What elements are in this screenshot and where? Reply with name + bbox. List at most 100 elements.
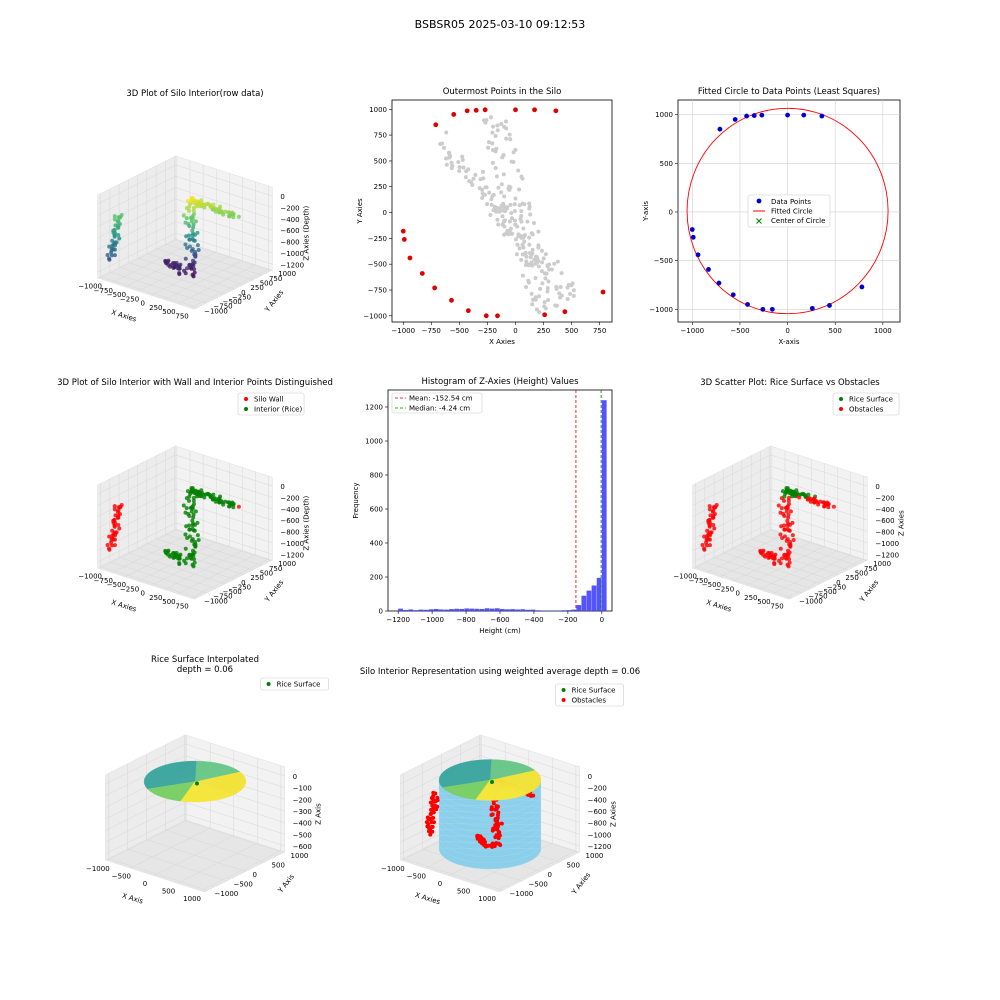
obstacle-point xyxy=(494,804,499,809)
y-tick-label: 200 xyxy=(370,574,383,582)
y-tick-label: 500 xyxy=(260,570,273,578)
interior-point xyxy=(438,142,443,147)
interior-point xyxy=(486,140,491,145)
plot-title: Rice Surface Interpolated xyxy=(151,655,259,665)
scatter-point xyxy=(185,245,190,250)
interior-point xyxy=(442,145,447,150)
scatter-point xyxy=(187,498,192,503)
rice-surface-point xyxy=(195,781,199,786)
legend-box xyxy=(260,677,329,691)
scatter-point xyxy=(187,224,192,229)
y-tick-label: 0 xyxy=(383,209,387,217)
interior-point xyxy=(554,285,559,290)
z-tick-label: −600 xyxy=(588,808,607,816)
scatter-point xyxy=(707,543,712,548)
legend-label: Rice Surface xyxy=(849,396,893,404)
data-point xyxy=(730,292,736,298)
z-tick-label: −600 xyxy=(875,517,894,525)
scatter-point xyxy=(183,546,188,551)
legend: Mean: -152.54 cm Median: -4.24 cm xyxy=(391,392,483,414)
scatter-point xyxy=(700,542,705,547)
scatter-point xyxy=(236,504,241,509)
histogram-bar xyxy=(540,610,546,611)
histogram-bar xyxy=(550,610,556,611)
silo-wall-ring xyxy=(438,835,542,857)
interior-point xyxy=(487,190,492,195)
scatter-point xyxy=(193,254,198,259)
scatter-point xyxy=(185,199,190,204)
outer-point xyxy=(542,312,548,318)
y-tick-label: −1000 xyxy=(510,890,534,898)
y-axis-label: Y Axis xyxy=(276,873,296,896)
scatter-point xyxy=(181,213,186,218)
interior-point xyxy=(524,254,529,259)
scatter-point xyxy=(183,561,188,566)
z-tick-label: −100 xyxy=(293,785,312,793)
obstacle-point xyxy=(494,833,499,838)
z-tick-label: −600 xyxy=(280,227,299,235)
y-axis-label: Y-axis xyxy=(642,201,650,222)
y-tick-label: 0 xyxy=(836,579,840,587)
interior-point xyxy=(538,286,543,291)
scatter-point xyxy=(183,242,188,247)
scatter-point xyxy=(171,551,176,556)
interior-point xyxy=(457,165,462,170)
interior-point xyxy=(509,211,514,216)
x-tick-label: −750 xyxy=(422,327,441,335)
interior-point xyxy=(485,202,490,207)
interior-point xyxy=(490,141,495,146)
y-tick-label: −250 xyxy=(827,583,846,591)
histogram-bar xyxy=(449,609,454,611)
z-tick-label: −1000 xyxy=(588,831,612,839)
scatter-point xyxy=(192,550,197,555)
scatter-point xyxy=(808,499,813,504)
interior-point xyxy=(549,267,554,272)
scatter-point xyxy=(107,547,112,552)
interior-point xyxy=(524,259,529,264)
scatter-point xyxy=(112,233,117,238)
histogram-bar xyxy=(515,609,521,611)
grid-line xyxy=(105,813,186,855)
grid-line xyxy=(175,164,273,197)
interior-point xyxy=(494,174,499,179)
interior-point xyxy=(504,206,509,211)
obstacle-point xyxy=(496,836,501,841)
data-point xyxy=(760,306,766,312)
interior-point xyxy=(478,177,483,182)
scatter-point xyxy=(191,512,196,517)
grid-line xyxy=(714,557,811,589)
y-tick-label: −1000 xyxy=(799,597,823,605)
interior-point xyxy=(501,153,506,158)
grid-line xyxy=(119,557,216,589)
grid-line xyxy=(177,842,258,884)
y-tick-label: 750 xyxy=(269,565,282,573)
x-tick-label: 500 xyxy=(565,327,578,335)
z-axis-label: Z Axies xyxy=(897,510,905,536)
scatter-point xyxy=(213,209,218,214)
grid-line xyxy=(97,187,176,227)
floor-pane xyxy=(104,819,286,893)
scatter-point xyxy=(191,222,196,227)
scatter-point xyxy=(183,271,188,276)
interior-point xyxy=(490,160,495,165)
legend: Rice Surface Obstacles xyxy=(555,683,624,707)
scatter-point xyxy=(112,543,117,548)
scatter-point xyxy=(191,495,196,500)
scatter-point xyxy=(778,561,783,566)
interior-point xyxy=(557,291,562,296)
data-point xyxy=(819,113,825,119)
scatter-point xyxy=(189,248,194,253)
scatter-point xyxy=(818,499,823,504)
interior-point xyxy=(493,134,498,139)
interior-point xyxy=(493,206,498,211)
plot-title: 3D Plot of Silo Interior with Wall and I… xyxy=(57,378,333,388)
interior-point xyxy=(471,176,476,181)
scatter-point xyxy=(189,505,194,510)
rice-surface-point xyxy=(490,780,494,784)
interior-point xyxy=(553,303,558,308)
chart-fitted-circle: −1000 −500 0 500 1000 −1000 −500 0 500 1000 Fitted… xyxy=(642,87,901,346)
interior-point xyxy=(499,182,504,187)
histogram-bar xyxy=(489,608,495,611)
grid-line xyxy=(175,454,273,487)
